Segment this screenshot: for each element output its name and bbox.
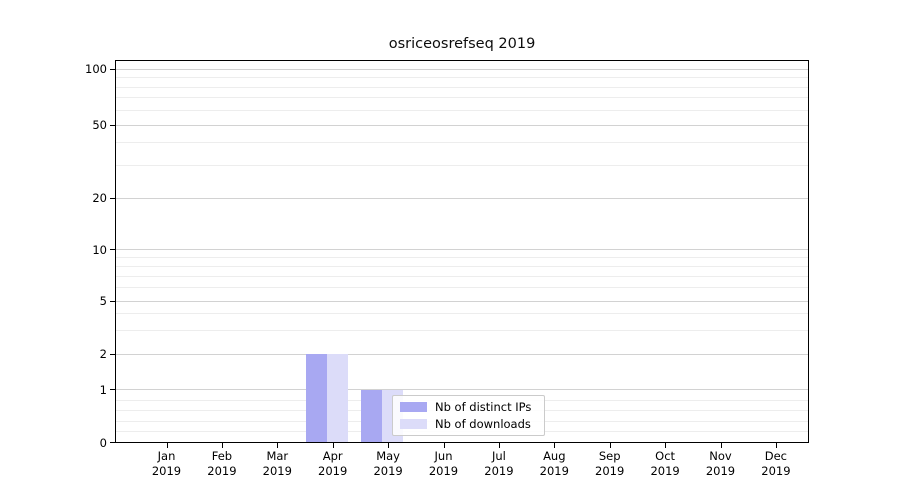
x-tick-label: Mar 2019 — [249, 449, 305, 479]
x-tick-month: May — [376, 449, 400, 463]
minor-gridline — [115, 256, 809, 258]
minor-gridline — [115, 275, 809, 277]
x-axis-tick — [665, 443, 667, 448]
x-tick-label: Dec 2019 — [748, 449, 804, 479]
x-axis-tick — [775, 443, 777, 448]
x-tick-label: Oct 2019 — [637, 449, 693, 479]
y-tick-label: 100 — [85, 62, 107, 76]
x-tick-month: Sep — [598, 449, 621, 463]
x-tick-label: Apr 2019 — [305, 449, 361, 479]
x-axis-tick — [332, 443, 334, 448]
plot-frame — [115, 60, 809, 443]
x-tick-label: May 2019 — [360, 449, 416, 479]
x-tick-year: 2019 — [318, 464, 348, 478]
x-tick-year: 2019 — [262, 464, 292, 478]
legend-swatch-icon — [400, 402, 427, 413]
x-axis-tick — [443, 443, 445, 448]
x-tick-year: 2019 — [705, 464, 736, 478]
y-tick-label: 20 — [92, 191, 107, 205]
x-tick-month: Aug — [543, 449, 566, 463]
y-axis-tick — [110, 124, 115, 126]
major-gridline — [115, 389, 809, 390]
y-tick-label: 0 — [99, 435, 107, 450]
x-tick-month: Dec — [764, 449, 788, 463]
bar-nb-of-distinct-ips-apr — [305, 354, 327, 443]
x-axis-tick — [720, 443, 722, 448]
y-axis-tick — [110, 353, 115, 355]
x-axis-tick — [554, 443, 556, 448]
x-tick-month: Jun — [434, 449, 453, 463]
minor-gridline — [115, 265, 809, 267]
x-tick-month: Oct — [655, 449, 676, 463]
x-tick-year: 2019 — [373, 464, 403, 478]
minor-gridline — [115, 109, 809, 111]
x-tick-month: Mar — [266, 449, 289, 463]
y-axis-tick — [110, 197, 115, 199]
major-gridline — [115, 68, 809, 70]
legend-entry: Nb of downloads — [400, 417, 537, 431]
x-tick-label: Jan 2019 — [139, 449, 195, 479]
minor-gridline — [115, 330, 809, 332]
x-tick-label: Jul 2019 — [471, 449, 527, 479]
x-tick-label: Feb 2019 — [194, 449, 250, 479]
x-tick-month: Jul — [491, 449, 506, 463]
x-tick-year: 2019 — [484, 464, 514, 478]
minor-gridline — [115, 165, 809, 167]
x-tick-year: 2019 — [207, 464, 237, 478]
bar-nb-of-distinct-ips-may — [361, 389, 383, 443]
y-axis-tick — [110, 68, 115, 70]
x-tick-month: Feb — [211, 449, 233, 463]
x-tick-year: 2019 — [151, 464, 182, 478]
x-tick-year: 2019 — [595, 464, 625, 478]
x-tick-label: Nov 2019 — [693, 449, 749, 479]
x-tick-label: Jun 2019 — [416, 449, 472, 479]
x-tick-month: Nov — [709, 449, 732, 463]
x-axis-tick — [221, 443, 223, 448]
x-axis-tick — [498, 443, 500, 448]
legend-entry: Nb of distinct IPs — [400, 400, 537, 414]
major-gridline — [115, 197, 809, 199]
y-axis-tick — [110, 249, 115, 250]
x-tick-month: Jan — [157, 449, 176, 463]
plot-area — [115, 60, 809, 443]
legend-swatch-icon — [400, 418, 427, 429]
x-tick-year: 2019 — [650, 464, 680, 478]
minor-gridline — [115, 77, 809, 78]
major-gridline — [115, 249, 809, 250]
major-gridline — [115, 353, 809, 355]
x-tick-label: Aug 2019 — [526, 449, 582, 479]
y-tick-label: 50 — [92, 118, 107, 132]
chart-title: osriceosrefseq 2019 — [388, 36, 536, 52]
x-tick-year: 2019 — [428, 464, 459, 478]
x-tick-label: Sep 2019 — [582, 449, 638, 479]
major-gridline — [115, 124, 809, 126]
y-tick-label: 2 — [99, 347, 107, 361]
minor-gridline — [115, 86, 809, 88]
y-tick-label: 1 — [99, 382, 107, 397]
minor-gridline — [115, 286, 809, 288]
x-axis-tick — [277, 443, 279, 448]
y-axis-tick — [110, 389, 115, 390]
legend-label: Nb of downloads — [435, 416, 531, 431]
y-axis-tick — [110, 442, 115, 443]
major-gridline — [115, 442, 809, 443]
y-tick-label: 10 — [92, 242, 107, 257]
bar-nb-of-downloads-apr — [326, 354, 348, 443]
minor-gridline — [115, 142, 809, 144]
y-axis-tick — [110, 300, 115, 302]
x-tick-year: 2019 — [539, 464, 569, 478]
x-axis-tick — [166, 443, 168, 448]
minor-gridline — [115, 313, 809, 315]
x-tick-month: Apr — [322, 449, 343, 463]
minor-gridline — [115, 97, 809, 99]
y-tick-label: 5 — [99, 294, 107, 308]
x-tick-year: 2019 — [761, 464, 791, 478]
legend: Nb of distinct IPs Nb of downloads — [392, 395, 545, 436]
x-axis-tick — [609, 443, 611, 448]
legend-label: Nb of distinct IPs — [435, 400, 532, 415]
x-axis-tick — [388, 443, 390, 448]
major-gridline — [115, 300, 809, 302]
